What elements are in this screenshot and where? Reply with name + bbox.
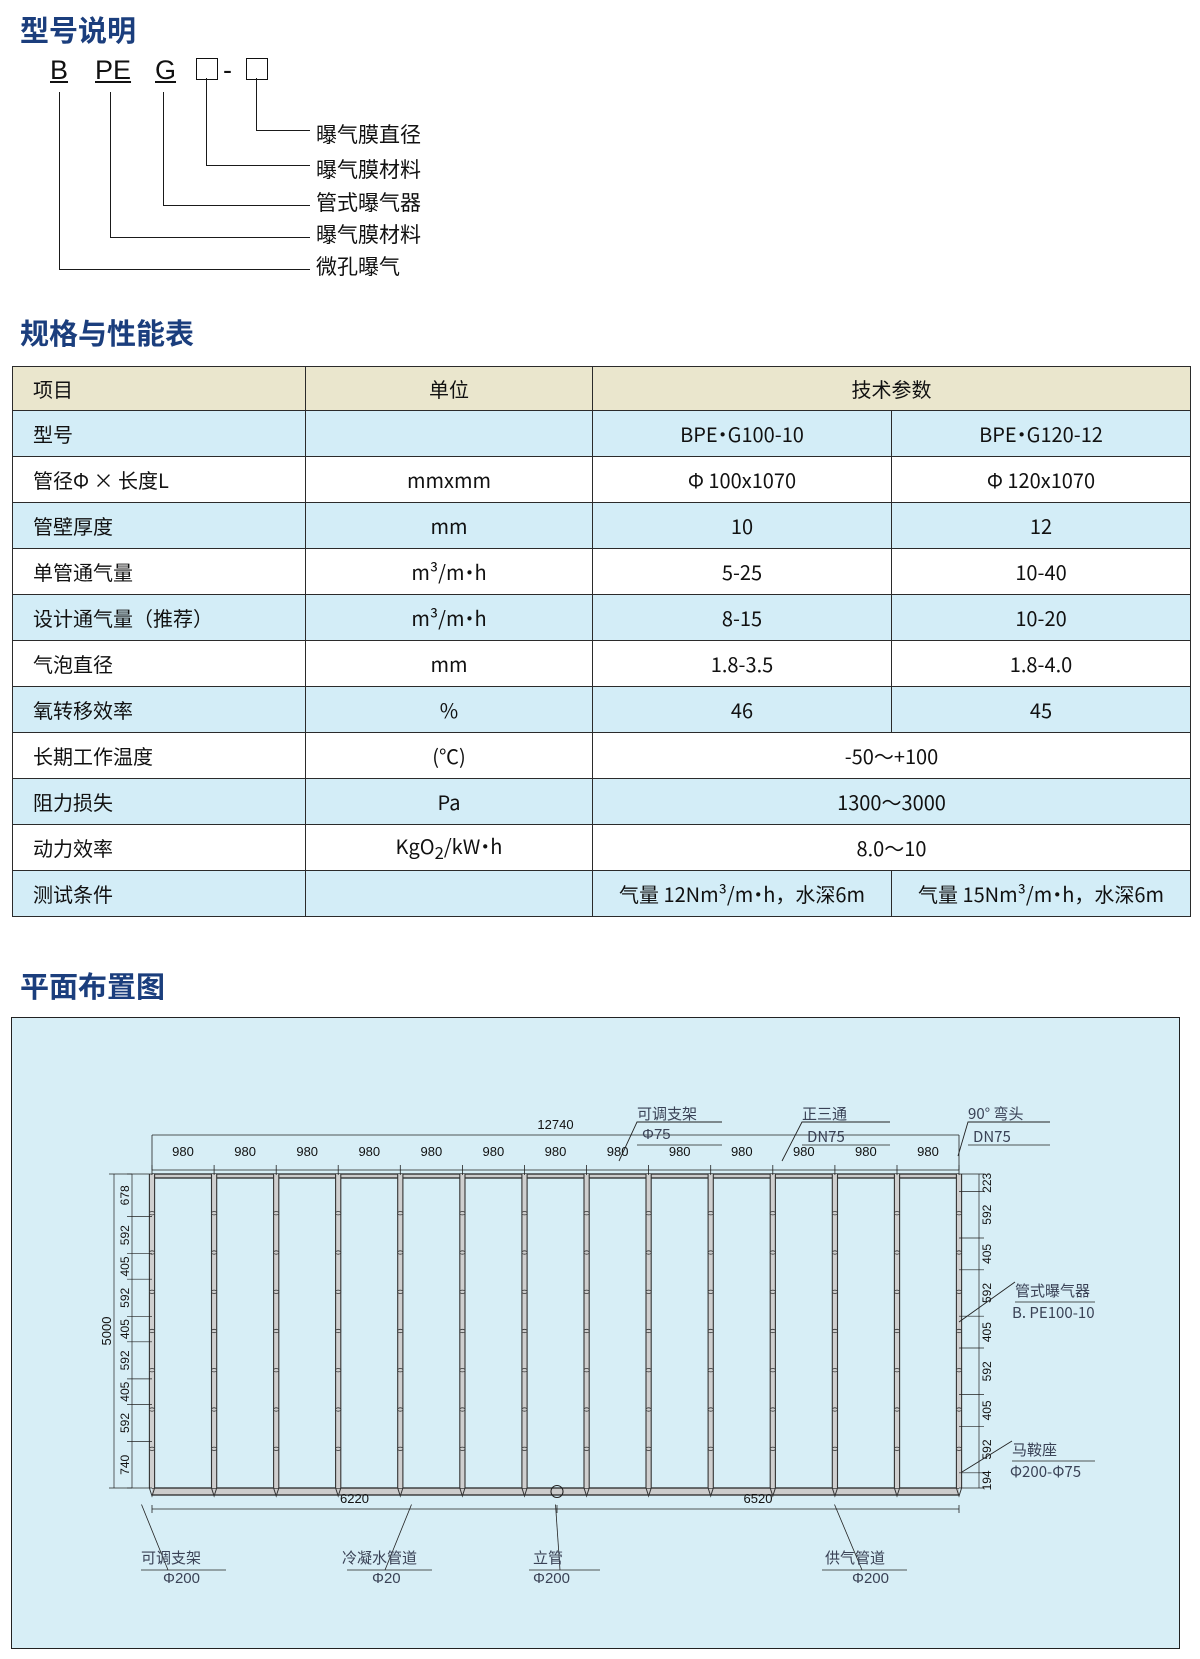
svg-text:405: 405 [118, 1256, 132, 1276]
svg-text:980: 980 [421, 1144, 443, 1159]
svg-text:678: 678 [118, 1185, 132, 1205]
svg-text:980: 980 [855, 1144, 877, 1159]
svg-text:740: 740 [118, 1454, 132, 1474]
svg-text:980: 980 [731, 1144, 753, 1159]
svg-text:405: 405 [980, 1244, 994, 1264]
svg-text:980: 980 [669, 1144, 691, 1159]
svg-text:592: 592 [118, 1413, 132, 1433]
svg-text:405: 405 [118, 1381, 132, 1401]
svg-text:5000: 5000 [99, 1317, 114, 1346]
svg-text:592: 592 [118, 1287, 132, 1307]
svg-text:6220: 6220 [340, 1491, 369, 1506]
svg-text:592: 592 [980, 1361, 994, 1381]
svg-text:980: 980 [172, 1144, 194, 1159]
svg-text:592: 592 [980, 1283, 994, 1303]
svg-text:592: 592 [980, 1204, 994, 1224]
svg-text:980: 980 [234, 1144, 256, 1159]
svg-text:592: 592 [118, 1350, 132, 1370]
svg-text:405: 405 [980, 1400, 994, 1420]
svg-text:980: 980 [358, 1144, 380, 1159]
svg-text:980: 980 [917, 1144, 939, 1159]
svg-text:6520: 6520 [744, 1491, 773, 1506]
svg-text:405: 405 [980, 1322, 994, 1342]
svg-text:980: 980 [545, 1144, 567, 1159]
svg-text:405: 405 [118, 1319, 132, 1339]
svg-text:592: 592 [118, 1225, 132, 1245]
svg-text:980: 980 [607, 1144, 629, 1159]
svg-text:980: 980 [296, 1144, 318, 1159]
svg-text:194: 194 [980, 1470, 994, 1490]
svg-text:12740: 12740 [537, 1117, 573, 1132]
svg-text:980: 980 [483, 1144, 505, 1159]
svg-text:223: 223 [980, 1172, 994, 1192]
